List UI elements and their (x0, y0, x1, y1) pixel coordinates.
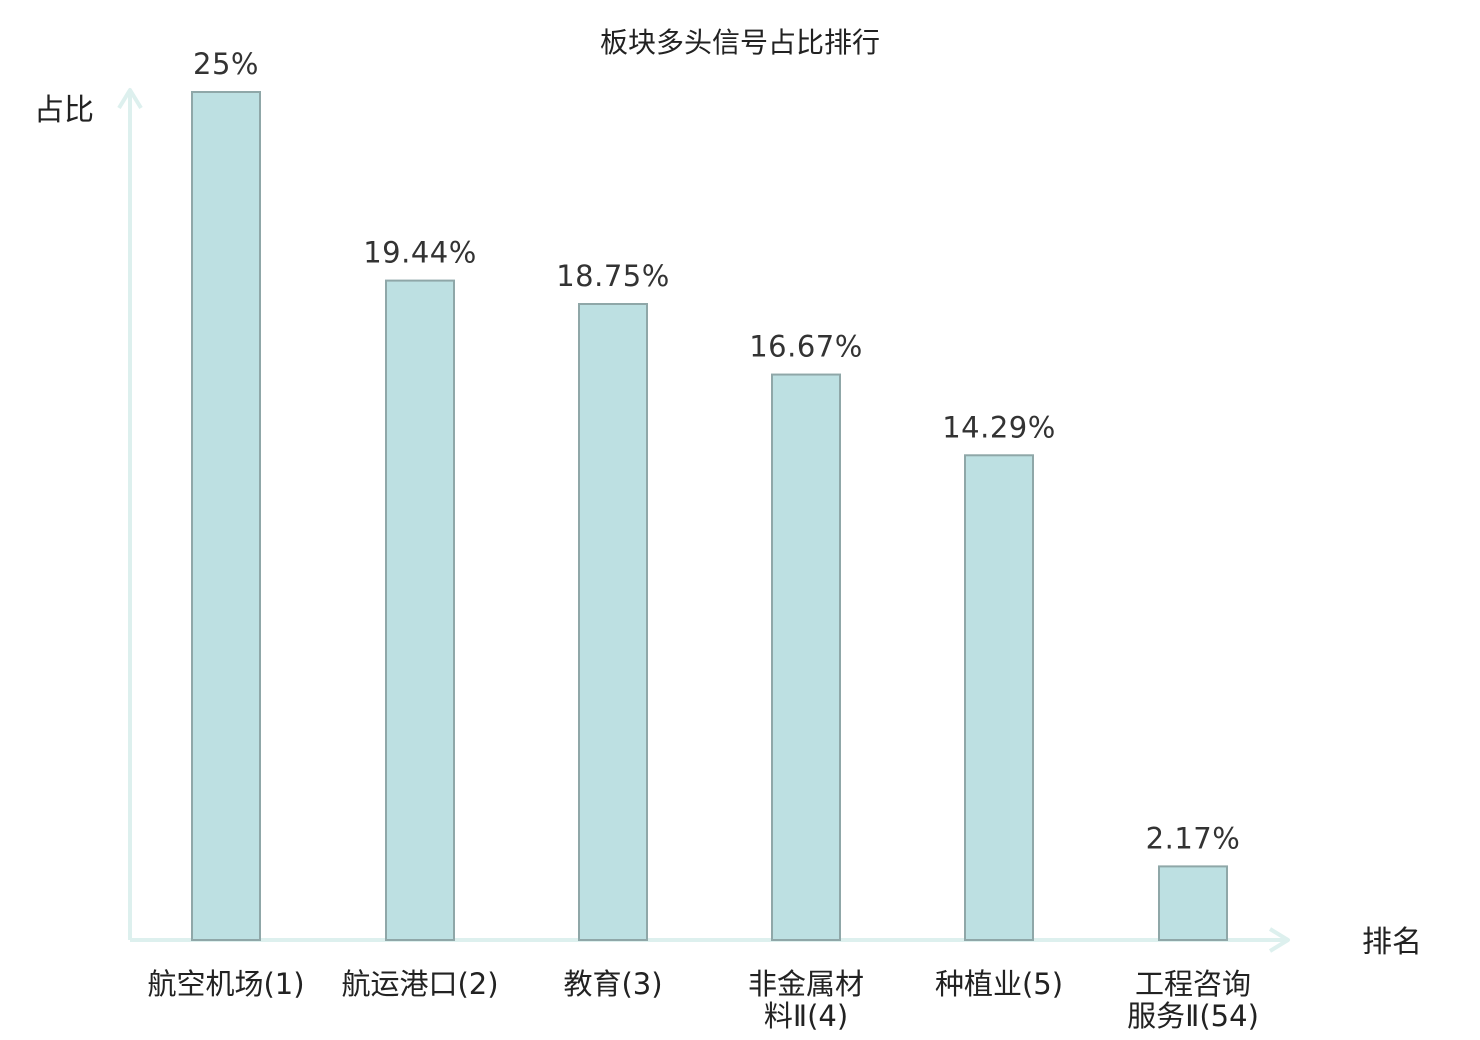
x-axis-label: 排名 (1362, 925, 1422, 960)
category-label-5-line-0: 工程咨询 (1135, 967, 1251, 1001)
category-label-1: 航运港口(2) (341, 967, 498, 1001)
category-label-3-line-0: 非金属材 (748, 967, 864, 1001)
value-label-4: 14.29% (942, 410, 1056, 444)
category-label-2-line: 教育 (563, 967, 621, 1001)
category-label-1-line: 航运港口 (341, 967, 457, 1001)
value-label-5: 2.17% (1146, 821, 1241, 855)
category-label-0-line: 航空机场 (147, 967, 263, 1001)
category-label-2: 教育(3) (563, 967, 662, 1001)
category-label-5: 工程咨询服务Ⅱ(54) (1127, 967, 1259, 1033)
category-label-3: 非金属材料Ⅱ(4) (748, 967, 864, 1033)
chart-title: 板块多头信号占比排行 (600, 26, 880, 59)
bar-3 (771, 373, 841, 941)
value-label-3: 16.67% (749, 330, 863, 364)
y-axis-label: 占比 (34, 93, 94, 128)
bar-1 (385, 279, 455, 941)
bar-5 (1158, 865, 1228, 942)
bar-4 (964, 454, 1034, 941)
value-label-2: 18.75% (556, 259, 670, 293)
value-label-0: 25% (193, 47, 259, 81)
category-label-2-suffix: (3) (621, 967, 662, 1001)
y-axis-arrow (117, 88, 143, 110)
category-label-4: 种植业(5) (935, 967, 1063, 1001)
bar-0 (191, 91, 261, 941)
category-label-0-suffix: (1) (263, 967, 304, 1001)
value-label-1: 19.44% (363, 236, 477, 270)
category-label-1-suffix: (2) (457, 967, 498, 1001)
category-label-4-suffix: (5) (1022, 967, 1063, 1001)
bars-group: 25% 航空机场(1) 19.44% 航运港口(2) 18.75% 教育(3) 16.67%… (147, 47, 1258, 1033)
category-label-0: 航空机场(1) (147, 967, 304, 1001)
category-label-4-line: 种植业 (935, 967, 1022, 1001)
category-label-3-line-1: 料Ⅱ(4) (764, 999, 848, 1033)
category-label-5-line-1: 服务Ⅱ(54) (1127, 999, 1259, 1033)
x-axis-arrow (1268, 927, 1290, 953)
bar-2 (578, 303, 648, 941)
